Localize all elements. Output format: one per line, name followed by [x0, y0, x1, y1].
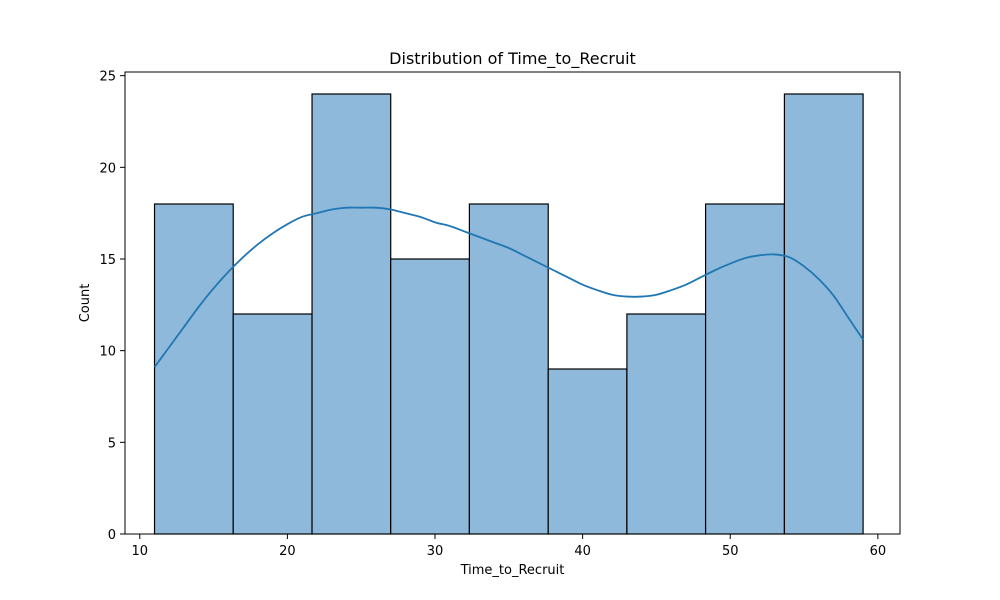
y-tick-label: 0 — [108, 528, 116, 543]
y-axis-label: Count — [78, 284, 93, 323]
histogram-bar-7 — [626, 313, 707, 535]
y-tick-label: 15 — [99, 253, 116, 268]
x-axis-label: Time_to_Recruit — [460, 563, 565, 578]
y-tick-label: 5 — [108, 436, 116, 451]
x-tick-label: 40 — [574, 544, 591, 559]
chart-title: Distribution of Time_to_Recruit — [389, 49, 636, 69]
y-tick-label: 20 — [99, 161, 116, 176]
histogram-bar-5 — [468, 203, 549, 535]
x-tick-label: 20 — [279, 544, 296, 559]
histogram-bar-4 — [390, 258, 470, 535]
histogram-bar-9 — [783, 93, 864, 535]
histogram-bars — [153, 93, 864, 535]
y-axis-ticks: 0 5 10 15 20 25 — [99, 70, 125, 543]
plot-area-frame — [124, 71, 901, 535]
histogram-bar-6 — [547, 368, 628, 535]
kde-curve — [153, 206, 864, 368]
x-axis-ticks: 10 20 30 40 50 60 — [131, 534, 886, 559]
histogram-bar-3 — [311, 93, 392, 535]
x-tick-label: 10 — [131, 544, 148, 559]
y-tick-label: 10 — [99, 345, 116, 360]
histogram-bar-2 — [232, 313, 313, 535]
histogram-bar-1 — [153, 203, 234, 535]
x-tick-label: 30 — [427, 544, 444, 559]
x-tick-label: 60 — [870, 544, 887, 559]
y-tick-label: 25 — [99, 70, 116, 85]
x-tick-label: 50 — [722, 544, 739, 559]
